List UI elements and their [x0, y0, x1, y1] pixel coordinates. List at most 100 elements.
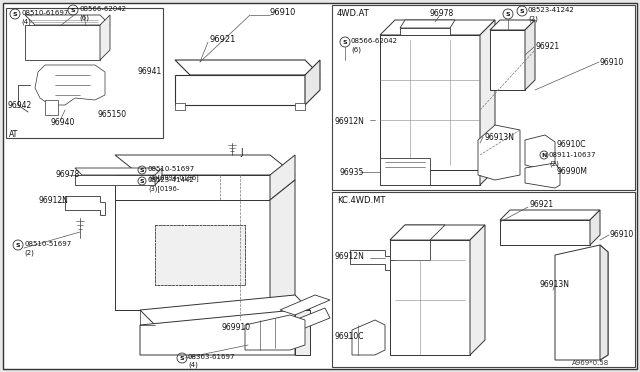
Polygon shape: [175, 103, 185, 110]
Text: 08911-10637: 08911-10637: [549, 152, 596, 158]
Text: 96910: 96910: [610, 230, 634, 239]
Text: 96921: 96921: [536, 42, 560, 51]
Text: 965150: 965150: [97, 110, 126, 119]
Polygon shape: [270, 180, 295, 310]
Polygon shape: [590, 210, 600, 245]
Polygon shape: [400, 28, 450, 35]
Text: 08523-41442: 08523-41442: [148, 177, 195, 183]
Polygon shape: [390, 240, 430, 260]
Text: 08510-51697: 08510-51697: [148, 166, 195, 172]
Text: 96940: 96940: [50, 118, 74, 127]
Text: S: S: [342, 39, 348, 45]
Polygon shape: [65, 196, 105, 215]
Polygon shape: [155, 168, 162, 185]
Polygon shape: [390, 225, 445, 240]
Polygon shape: [525, 163, 560, 188]
Polygon shape: [525, 135, 555, 170]
Polygon shape: [100, 15, 110, 60]
Text: AT: AT: [9, 130, 19, 139]
Polygon shape: [350, 250, 390, 270]
Polygon shape: [555, 245, 608, 360]
Polygon shape: [400, 20, 455, 28]
Bar: [155, 225, 245, 285]
Polygon shape: [75, 175, 155, 185]
Polygon shape: [140, 310, 295, 355]
Text: (4)[0894-0196]: (4)[0894-0196]: [148, 174, 199, 181]
Text: 4WD.AT: 4WD.AT: [337, 9, 370, 18]
Polygon shape: [390, 240, 470, 355]
Polygon shape: [295, 103, 305, 110]
Text: KC.4WD.MT: KC.4WD.MT: [337, 196, 385, 205]
Polygon shape: [380, 20, 495, 35]
Text: 96942: 96942: [7, 101, 31, 110]
Polygon shape: [470, 225, 485, 355]
Polygon shape: [295, 310, 310, 355]
Polygon shape: [380, 158, 430, 185]
Polygon shape: [305, 60, 320, 105]
Text: 96912N: 96912N: [38, 196, 68, 205]
Text: S: S: [520, 9, 524, 13]
Text: S: S: [16, 243, 20, 247]
Polygon shape: [352, 320, 385, 355]
Polygon shape: [525, 20, 535, 90]
Polygon shape: [75, 168, 162, 175]
Text: 08523-41242: 08523-41242: [528, 7, 575, 13]
Text: J: J: [240, 148, 243, 157]
Text: S: S: [506, 12, 510, 16]
Polygon shape: [140, 295, 310, 325]
Polygon shape: [245, 315, 305, 350]
Text: 96921: 96921: [530, 200, 554, 209]
Polygon shape: [478, 125, 520, 180]
Bar: [6, 8, 163, 138]
Text: (6): (6): [351, 46, 361, 52]
Text: S: S: [13, 12, 17, 16]
Text: N: N: [541, 153, 547, 157]
Polygon shape: [380, 35, 480, 170]
Polygon shape: [175, 75, 305, 105]
Polygon shape: [480, 155, 495, 185]
Text: 96910: 96910: [270, 8, 296, 17]
Polygon shape: [380, 170, 480, 185]
Text: (2): (2): [549, 160, 559, 167]
Text: (4): (4): [21, 18, 31, 25]
Text: S: S: [140, 179, 144, 183]
Text: 96978: 96978: [55, 170, 79, 179]
Text: 08363-61697: 08363-61697: [188, 354, 236, 360]
Polygon shape: [115, 155, 295, 175]
Polygon shape: [490, 20, 535, 30]
Polygon shape: [390, 225, 485, 240]
Text: 969910: 969910: [222, 323, 251, 332]
Polygon shape: [175, 60, 320, 75]
Polygon shape: [500, 220, 590, 245]
Polygon shape: [600, 245, 608, 360]
Text: 96913N: 96913N: [485, 133, 515, 142]
Text: (2): (2): [528, 15, 538, 22]
Polygon shape: [270, 155, 295, 200]
Polygon shape: [35, 65, 105, 105]
Text: 96910: 96910: [600, 58, 624, 67]
Text: S: S: [140, 167, 144, 173]
Text: 96910C: 96910C: [557, 140, 586, 149]
Text: 96941: 96941: [138, 67, 163, 76]
Text: 96921: 96921: [210, 35, 236, 44]
Text: S: S: [180, 356, 184, 360]
Bar: [332, 5, 635, 190]
Text: S: S: [70, 7, 76, 13]
Polygon shape: [115, 200, 270, 310]
Bar: [332, 192, 635, 367]
Text: (6): (6): [79, 14, 89, 20]
Text: 96978: 96978: [430, 9, 454, 18]
Polygon shape: [280, 295, 330, 315]
Polygon shape: [295, 308, 330, 330]
Text: 08566-62042: 08566-62042: [351, 38, 398, 44]
Text: 08510-51697: 08510-51697: [24, 241, 71, 247]
Polygon shape: [490, 30, 525, 90]
Text: (3)[0196-: (3)[0196-: [148, 185, 179, 192]
Text: 96912N: 96912N: [335, 252, 365, 261]
Text: 96912N: 96912N: [335, 117, 365, 126]
Polygon shape: [115, 175, 270, 200]
Text: 96990M: 96990M: [557, 167, 588, 176]
Text: (4): (4): [188, 362, 198, 369]
Text: 08510-61697: 08510-61697: [21, 10, 68, 16]
Text: 08566-62042: 08566-62042: [79, 6, 126, 12]
